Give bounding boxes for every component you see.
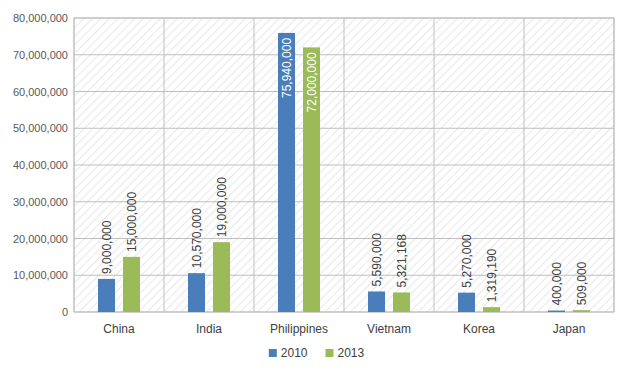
y-tick-label: 50,000,000: [13, 122, 68, 134]
data-label: 5,321,168: [395, 234, 409, 288]
data-label: 5,270,000: [460, 234, 474, 288]
bar: [548, 311, 565, 312]
grid-line: [74, 128, 614, 129]
grid-line: [74, 165, 614, 166]
x-tick-label: Philippines: [270, 322, 328, 336]
bar: [458, 293, 475, 312]
bar: [303, 47, 320, 312]
bar: [278, 33, 295, 312]
x-tick-label: China: [103, 322, 135, 336]
data-label: 10,570,000: [190, 208, 204, 268]
x-tick-label: Vietnam: [367, 322, 411, 336]
data-labels: 9,000,000 15,000,000 10,570,000 19,000,000 7…: [100, 38, 589, 306]
data-label: 72,000,000: [305, 52, 319, 112]
grid-line: [74, 91, 614, 92]
y-tick-label: 10,000,000: [13, 269, 68, 281]
data-label: 5,590,000: [370, 233, 384, 287]
data-label: 75,940,000: [280, 38, 294, 98]
legend-label: 2013: [338, 346, 365, 360]
y-tick-label: 30,000,000: [13, 196, 68, 208]
y-tick-label: 60,000,000: [13, 86, 68, 98]
grid-line: [74, 54, 614, 55]
y-tick-label: 70,000,000: [13, 49, 68, 61]
plot-frame: [74, 18, 614, 312]
bars: [98, 33, 590, 312]
y-tick-label: 20,000,000: [13, 233, 68, 245]
y-tick-label: 40,000,000: [13, 159, 68, 171]
bar: [393, 292, 410, 312]
grid-line: [74, 238, 614, 239]
legend: 2010 2013: [269, 346, 365, 360]
y-tick-label: 80,000,000: [13, 12, 68, 24]
data-label: 400,000: [550, 262, 564, 306]
x-tick-label: Korea: [463, 322, 495, 336]
x-tick-label: India: [196, 322, 222, 336]
x-tick-label: Japan: [553, 322, 586, 336]
data-label: 1,319,190: [485, 248, 499, 302]
legend-swatch: [326, 349, 334, 357]
legend-swatch: [269, 349, 277, 357]
data-label: 19,000,000: [215, 177, 229, 237]
bar: [213, 242, 230, 312]
grid-line: [74, 275, 614, 276]
bar: [188, 273, 205, 312]
plot-background: [74, 18, 614, 312]
y-tick-label: 0: [62, 306, 68, 318]
legend-label: 2010: [281, 346, 308, 360]
data-label: 15,000,000: [125, 191, 139, 251]
chart: 0 10,000,000 20,000,000 30,000,000 40,000,00…: [0, 0, 633, 386]
grid-line: [74, 201, 614, 202]
bar: [573, 310, 590, 312]
data-label: 9,000,000: [100, 220, 114, 274]
bar: [483, 307, 500, 312]
bar: [98, 279, 115, 312]
data-label: 509,000: [575, 261, 589, 305]
bar: [368, 291, 385, 312]
bar: [123, 257, 140, 312]
